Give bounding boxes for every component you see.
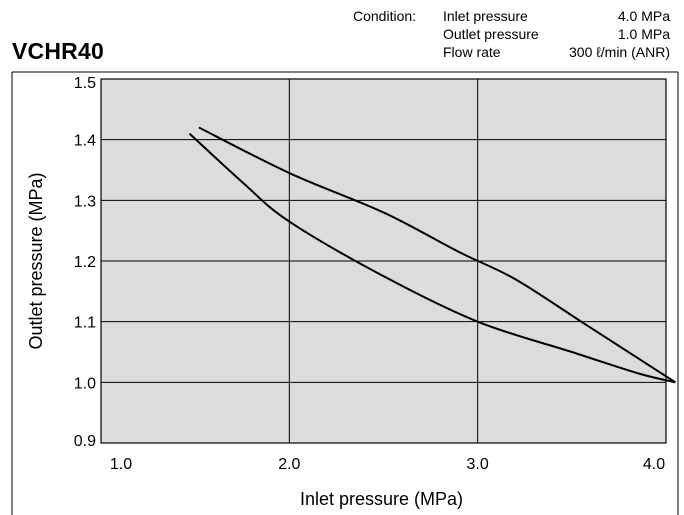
- upper-curve: [198, 126, 676, 384]
- condition-outlet-name: Outlet pressure: [443, 26, 539, 42]
- condition-flow-name: Flow rate: [443, 44, 501, 60]
- chart-title: VCHR40: [12, 38, 104, 64]
- y-axis-label: Outlet pressure (MPa): [26, 172, 46, 349]
- x-tick-label: 2.0: [278, 456, 300, 473]
- y-tick-label: 1.0: [74, 375, 96, 392]
- condition-label: Condition:: [353, 8, 417, 24]
- y-tick-label: 0.9: [74, 433, 96, 450]
- y-tick-label: 1.3: [74, 193, 96, 210]
- condition-inlet-name: Inlet pressure: [443, 8, 528, 24]
- condition-inlet-value: 4.0 MPa: [617, 8, 670, 24]
- condition-outlet-value: 1.0 MPa: [617, 26, 670, 42]
- y-tick-label: 1.2: [74, 254, 96, 271]
- y-tick-label: 1.4: [74, 133, 96, 150]
- y-tick-label: 1.5: [74, 75, 96, 92]
- x-tick-label: 3.0: [467, 456, 489, 473]
- condition-flow-value: 300 ℓ/min (ANR): [569, 44, 670, 60]
- lower-curve: [188, 132, 676, 384]
- x-tick-label: 1.0: [110, 456, 132, 473]
- y-tick-label: 1.1: [74, 315, 96, 332]
- x-axis-label: Inlet pressure (MPa): [300, 489, 463, 509]
- x-tick-label: 4.0: [643, 456, 665, 473]
